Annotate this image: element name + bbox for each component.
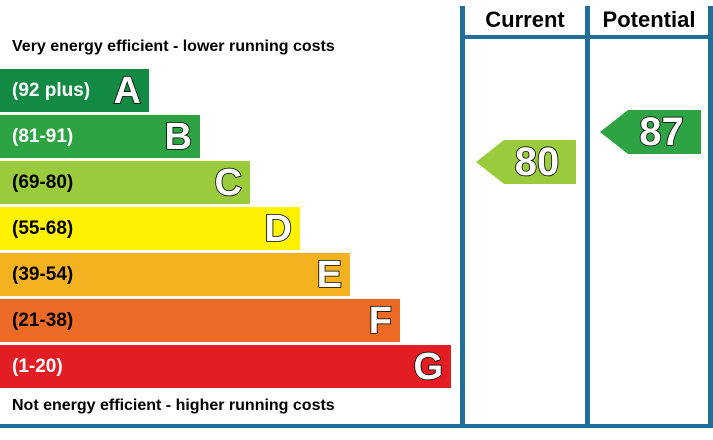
divider-right [708,6,713,427]
current-rating-arrow: 80 [476,139,576,185]
band-c-range: (69-80) [12,172,74,193]
bottom-caption: Not energy efficient - higher running co… [12,397,335,414]
band-d-range: (55-68) [12,218,74,239]
band-f: (21-38) F [0,299,400,343]
band-a-letter: A [113,69,142,113]
band-b: (81-91) B [0,115,200,159]
current-column-header: Current [485,7,565,32]
band-e: (39-54) E [0,253,350,297]
band-g-range: (1-20) [12,356,63,377]
top-caption: Very energy efficient - lower running co… [12,38,335,55]
current-arrow-shape [476,140,576,184]
band-d-letter: D [264,207,293,251]
divider-left [460,6,465,427]
band-e-letter: E [316,253,343,297]
potential-rating-value: 87 [638,109,684,155]
potential-column-header: Potential [602,7,696,32]
band-b-letter: B [164,115,193,159]
band-c: (69-80) C [0,161,250,205]
band-b-range: (81-91) [12,126,74,147]
potential-arrow-shape [600,110,701,154]
potential-arrow-polygon [600,110,701,154]
band-f-range: (21-38) [12,310,74,331]
band-g-letter: G [413,345,444,389]
current-arrow-polygon [476,140,576,184]
potential-rating-arrow: 87 [600,109,701,155]
band-d: (55-68) D [0,207,300,251]
divider-middle [585,6,590,427]
header-underline [460,35,713,39]
bottom-border [0,424,713,428]
band-a: (92 plus) A [0,69,149,113]
band-g: (1-20) G [0,345,451,389]
band-a-range: (92 plus) [12,80,91,101]
band-f-letter: F [368,299,393,343]
band-e-range: (39-54) [12,264,74,285]
band-c-letter: C [214,161,243,205]
current-rating-value: 80 [514,139,560,185]
